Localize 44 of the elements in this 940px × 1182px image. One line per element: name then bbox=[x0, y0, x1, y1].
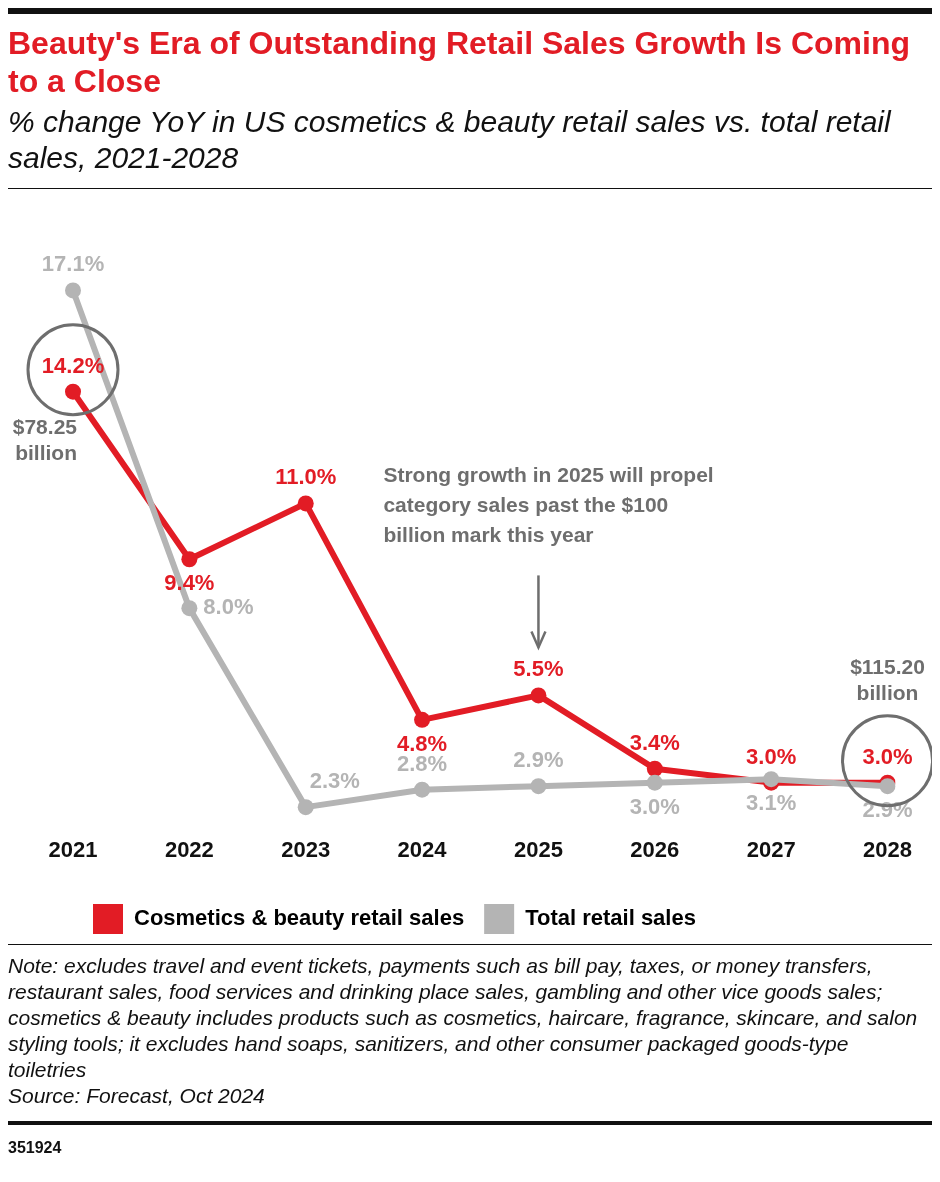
source-note: Source: Forecast, Oct 2024 bbox=[8, 1083, 266, 1109]
point bbox=[297, 495, 314, 512]
data-label: 3.0% bbox=[746, 743, 797, 769]
data-label: 17.1% bbox=[41, 251, 105, 277]
point bbox=[414, 711, 431, 728]
data-label: 11.0% bbox=[275, 464, 337, 490]
point bbox=[181, 600, 198, 617]
point bbox=[181, 551, 198, 568]
annotation: $78.25 billion bbox=[12, 414, 78, 464]
point bbox=[297, 799, 314, 816]
annotation: Strong growth in 2025 will propel category sales past the $100 billion mark this year bbox=[383, 462, 714, 546]
x-tick-label: 2021 bbox=[48, 836, 98, 862]
data-label: 5.5% bbox=[513, 656, 564, 682]
text: 351924 bbox=[8, 1139, 62, 1156]
data-label: 2.9% bbox=[513, 747, 564, 773]
point bbox=[530, 778, 547, 795]
point bbox=[414, 781, 431, 798]
x-tick-label: 2026 bbox=[630, 836, 680, 862]
chart-subtitle: % change YoY in US cosmetics & beauty retail sales vs. total retail sales, 2021-2028 bbox=[8, 104, 893, 176]
x-tick-label: 2023 bbox=[281, 836, 331, 862]
data-label: 8.0% bbox=[203, 594, 254, 620]
point bbox=[879, 778, 896, 795]
data-label: 9.4% bbox=[164, 570, 215, 596]
data-label: 3.0% bbox=[862, 743, 913, 769]
data-label: 3.1% bbox=[746, 790, 797, 816]
data-label: 3.4% bbox=[629, 729, 680, 755]
point bbox=[646, 760, 663, 777]
data-label: 3.0% bbox=[629, 793, 680, 819]
x-tick-label: 2025 bbox=[513, 836, 563, 862]
chart-title: Beauty's Era of Outstanding Retail Sales Growth Is Coming to a Close bbox=[8, 24, 911, 100]
x-tick-label: 2024 bbox=[397, 836, 448, 862]
x-tick-label: 2028 bbox=[863, 836, 913, 862]
point bbox=[530, 687, 547, 704]
point bbox=[65, 383, 81, 400]
x-tick-label: 2027 bbox=[746, 836, 796, 862]
data-label: 2.3% bbox=[309, 768, 360, 794]
point bbox=[65, 282, 81, 299]
annotation: $115.20 billion bbox=[850, 654, 925, 704]
legend-label: Cosmetics & beauty retail sales bbox=[134, 905, 465, 931]
text: Note: excludes travel and event tickets, payments such as bill pay, taxes, or money transfers, restaurant sales, food services and drinking place sales, gambling and other vice goods sales; cosmetics & beauty includes products such as cosmetics, haircare, fragrance, skincare, and salon styling tools; it excludes hand soaps, sanitizers, and other consumer packaged goods-type toiletries bbox=[8, 953, 919, 1083]
data-label: 14.2% bbox=[41, 352, 105, 378]
x-tick-label: 2022 bbox=[164, 836, 214, 862]
point bbox=[646, 774, 663, 791]
legend-label: Total retail sales bbox=[525, 905, 696, 931]
